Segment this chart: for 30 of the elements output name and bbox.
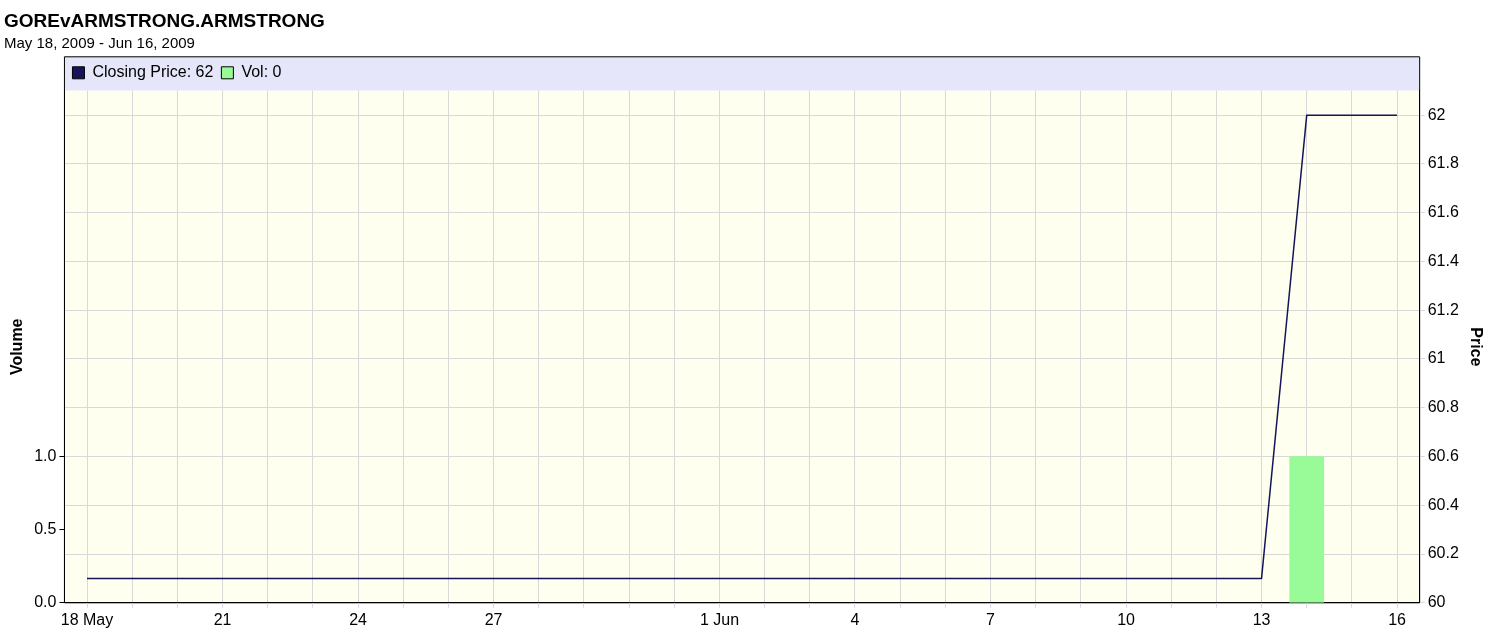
y2-tick-label: 60.4 — [1427, 495, 1459, 513]
x-tick-label: 18 May — [60, 610, 114, 628]
x-tick-label: 21 — [213, 610, 232, 628]
x-tick-label: 24 — [349, 610, 368, 628]
y2-tick-label: 61.2 — [1427, 300, 1459, 318]
chart-title: GOREvARMSTRONG.ARMSTRONG — [4, 9, 325, 31]
y-axis-title: Volume — [8, 318, 26, 376]
x-tick-label: 1 Jun — [699, 610, 740, 628]
y2-tick-label: 61.6 — [1427, 203, 1459, 221]
y2-tick-label: 60.2 — [1427, 544, 1459, 562]
x-tick-label: 13 — [1252, 610, 1271, 628]
y2-tick-label: 60.6 — [1427, 446, 1459, 464]
y2-tick-label: 62 — [1427, 105, 1446, 123]
y2-tick-label: 61 — [1427, 349, 1446, 367]
y2-axis-title: Price — [1467, 327, 1485, 367]
x-tick-label: 7 — [986, 610, 996, 628]
x-tick-label: 27 — [484, 610, 503, 628]
y-tick-label: 1.0 — [34, 446, 57, 464]
y2-tick-label: 61.8 — [1427, 154, 1459, 172]
legend-label: Vol: 0 — [241, 63, 282, 81]
y-tick-label: 0.0 — [34, 593, 57, 611]
y2-tick-label: 61.4 — [1427, 251, 1459, 269]
chart-subtitle: May 18, 2009 - Jun 16, 2009 — [4, 33, 195, 51]
legend-label: Closing Price: 62 — [92, 63, 214, 81]
x-tick-label: 10 — [1117, 610, 1136, 628]
y2-tick-label: 60.8 — [1427, 398, 1459, 416]
y2-tick-label: 60 — [1427, 593, 1446, 611]
x-tick-label: 16 — [1388, 610, 1407, 628]
x-tick-label: 4 — [850, 610, 860, 628]
y-tick-label: 0.5 — [34, 520, 57, 538]
